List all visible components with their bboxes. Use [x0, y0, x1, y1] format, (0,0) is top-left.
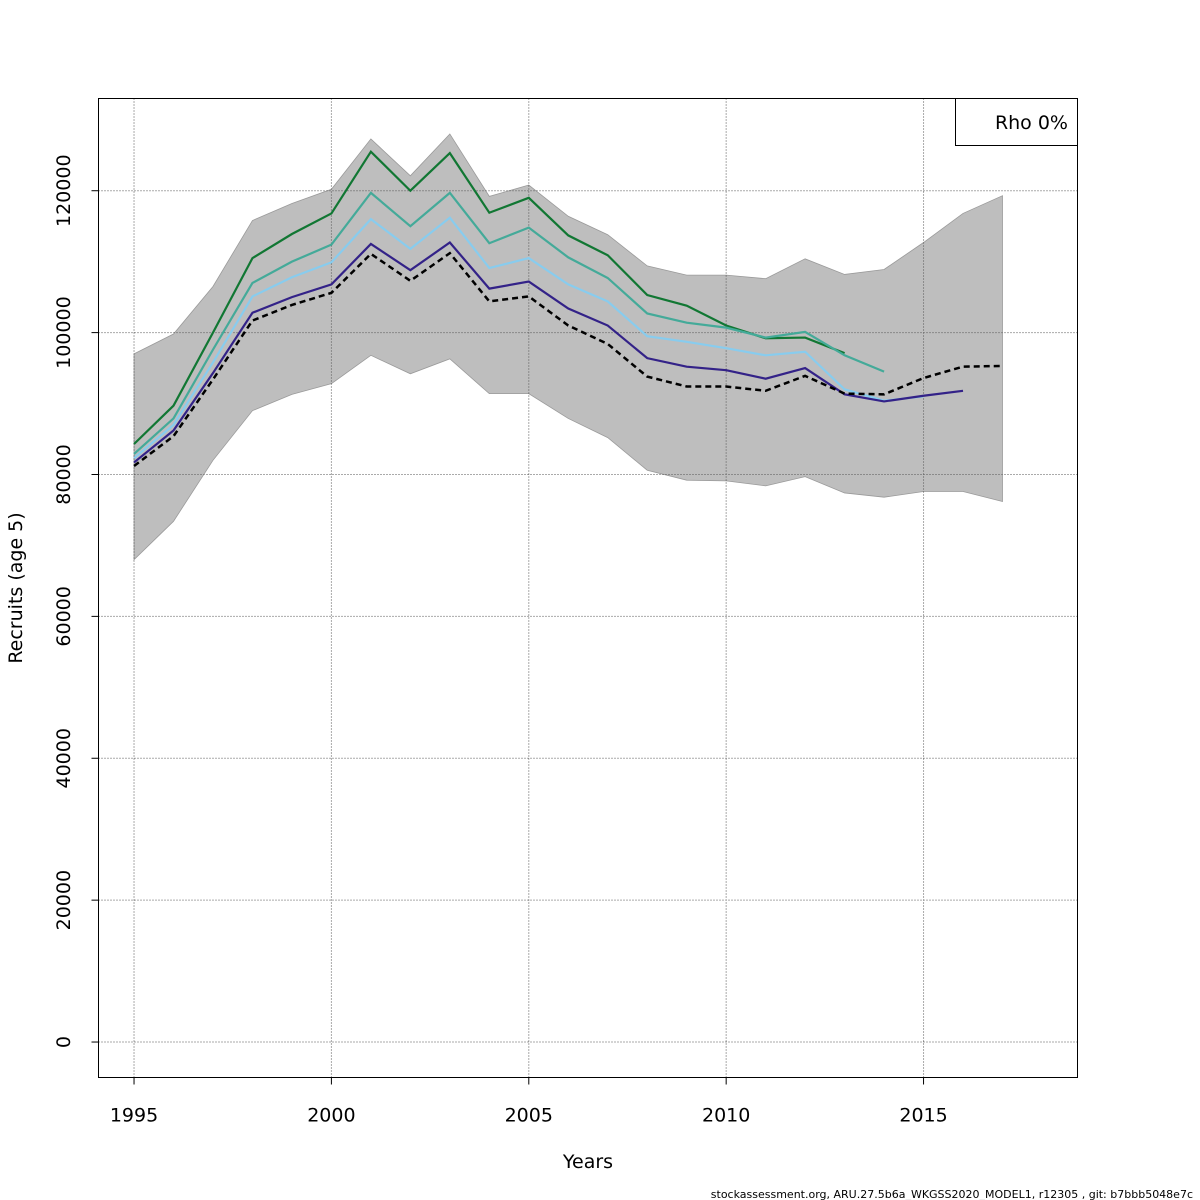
y-tick-label: 80000	[53, 444, 75, 504]
grid-layer	[98, 98, 1078, 1078]
y-axis-title: Recruits (age 5)	[5, 512, 27, 663]
x-axis-title: Years	[562, 1151, 613, 1173]
x-tick-label: 2000	[307, 1105, 355, 1127]
legend-entry: Rho 0%	[995, 112, 1068, 134]
series-line	[133, 149, 845, 445]
x-tick-label: 2010	[702, 1105, 750, 1127]
y-tick-label: 40000	[53, 728, 75, 788]
legend-box	[955, 98, 1078, 146]
series-line	[133, 216, 924, 460]
y-tick-label: 20000	[53, 870, 75, 930]
series-line	[133, 191, 885, 455]
legend: Rho 0%	[955, 98, 1078, 146]
x-tick-label: 2015	[899, 1105, 947, 1127]
y-tick-label: 120000	[53, 154, 75, 227]
y-tick-label: 100000	[53, 296, 75, 369]
plot-frame	[98, 98, 1078, 1078]
footer-source: stockassessment.org, ARU.27.5b6a_WKGSS20…	[711, 1188, 1193, 1200]
series-line-dashed	[133, 251, 1003, 467]
series-line	[133, 241, 964, 464]
y-axis: 0 20000 40000 60000 80000 100000 120000	[53, 154, 99, 1048]
y-tick-label: 0	[53, 1036, 75, 1048]
series-layer	[133, 149, 1003, 467]
x-tick-label: 2005	[505, 1105, 553, 1127]
y-tick-label: 60000	[53, 586, 75, 646]
x-tick-label: 1995	[110, 1105, 158, 1127]
x-axis: 1995 2000 2005 2010 2015	[110, 1077, 948, 1127]
